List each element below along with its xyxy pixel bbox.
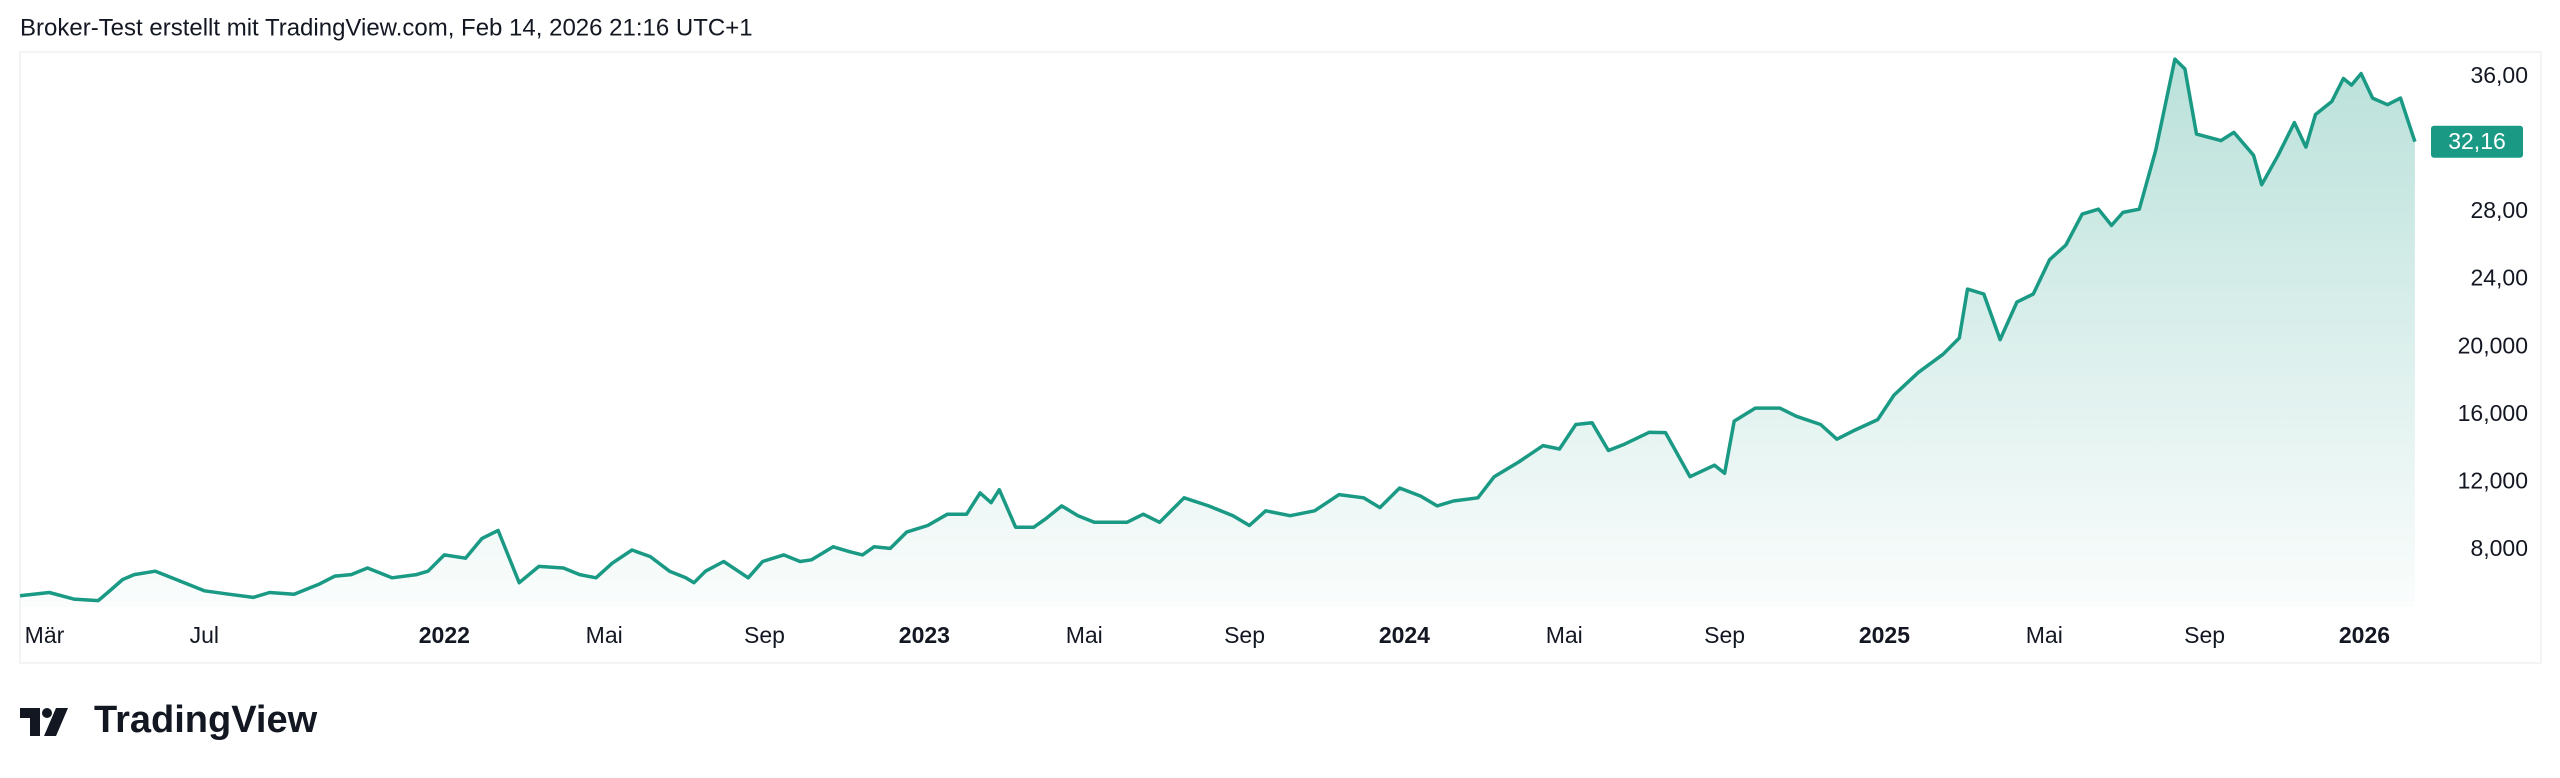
last-price-label: 32,16 [2448, 128, 2506, 154]
x-tick-label: Sep [2184, 622, 2225, 648]
x-tick-label: 2023 [899, 622, 950, 648]
x-tick-label: Sep [744, 622, 785, 648]
x-tick-label: Sep [1704, 622, 1745, 648]
x-tick-label: Jul [190, 622, 219, 648]
x-tick-label: Mai [1066, 622, 1103, 648]
brand-name: TradingView [94, 699, 318, 741]
x-tick-label: 2024 [1379, 622, 1430, 648]
last-price-tag [2431, 125, 2523, 158]
x-tick-label: 2022 [419, 622, 470, 648]
price-line [19, 57, 2417, 603]
brand-logo [20, 708, 68, 736]
x-tick-label: Mai [1546, 622, 1583, 648]
y-tick-label: 28,00 [2470, 197, 2528, 223]
x-tick-label: Sep [1224, 622, 1265, 648]
area-fill [20, 59, 2415, 608]
x-tick-label: Mai [586, 622, 623, 648]
chart-frame [19, 51, 2542, 664]
y-tick-label: 8,000 [2470, 535, 2528, 561]
x-tick-label: 2025 [1859, 622, 1910, 648]
y-tick-label: 36,00 [2470, 62, 2528, 88]
y-tick-label: 24,00 [2470, 265, 2528, 291]
y-tick-label: 12,000 [2458, 468, 2528, 494]
x-tick-label: Mai [2026, 622, 2063, 648]
y-tick-label: 20,000 [2458, 332, 2528, 358]
chart-title: Broker-Test erstellt mit TradingView.com… [20, 14, 753, 41]
x-tick-label: Mär [25, 622, 65, 648]
y-tick-label: 16,000 [2458, 400, 2528, 426]
x-tick-label: 2026 [2339, 622, 2390, 648]
